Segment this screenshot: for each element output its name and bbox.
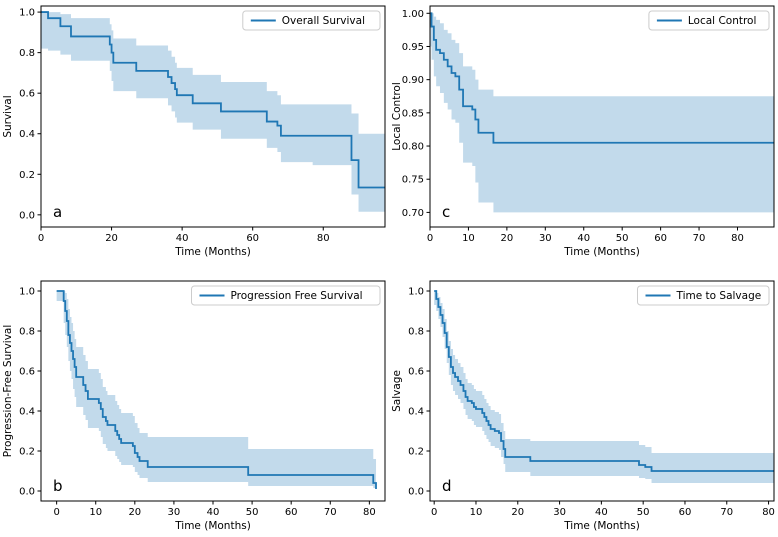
x-axis-label: Time (Months) xyxy=(174,246,251,258)
x-tick-label: 20 xyxy=(105,233,118,244)
y-axis-label: Survival xyxy=(2,95,14,137)
y-tick-label: 0.4 xyxy=(19,407,35,418)
x-tick-label: 70 xyxy=(693,233,706,244)
y-tick-label: 0.8 xyxy=(19,48,35,59)
x-tick-label: 70 xyxy=(720,507,733,518)
x-tick-label: 60 xyxy=(654,233,667,244)
y-tick-label: 0.0 xyxy=(408,487,424,498)
x-tick-label: 60 xyxy=(285,507,298,518)
confidence-band xyxy=(56,291,377,491)
legend-label: Overall Survival xyxy=(282,15,365,27)
y-axis-label: Local Control xyxy=(391,82,403,151)
panel-b-chart: 0 10 20 30 40 50 60 70 80 0.0 0.2 0.4 0.6 0.8 1.0 Time … xyxy=(2,280,386,532)
x-tick-label: 80 xyxy=(363,507,376,518)
x-tick-label: 10 xyxy=(462,233,475,244)
x-tick-label: 40 xyxy=(595,507,608,518)
x-tick-label: 40 xyxy=(176,233,189,244)
y-tick-label: 0.75 xyxy=(402,175,424,186)
x-tick-label: 40 xyxy=(577,233,590,244)
legend-label: Progression Free Survival xyxy=(231,290,363,302)
x-axis-label: Time (Months) xyxy=(174,520,251,532)
y-tick-label: 0.85 xyxy=(402,108,424,119)
survival-curve xyxy=(434,290,774,472)
y-tick-label: 0.2 xyxy=(19,447,35,458)
y-tick-label: 0.70 xyxy=(402,208,424,219)
y-tick-label: 0.6 xyxy=(19,367,35,378)
x-tick-label: 80 xyxy=(762,507,775,518)
confidence-band xyxy=(434,291,774,483)
y-tick-label: 1.0 xyxy=(408,287,424,298)
panel-b: 0 10 20 30 40 50 60 70 80 0.0 0.2 0.4 0.6 0.8 1.0 Time … xyxy=(0,268,389,537)
panel-d-chart: 0 10 20 30 40 50 60 70 80 0.0 0.2 0.4 0.6 0.8 1.0 Time … xyxy=(391,280,775,532)
x-tick-label: 40 xyxy=(207,507,220,518)
x-tick-label: 60 xyxy=(679,507,692,518)
x-axis-label: Time (Months) xyxy=(563,520,640,532)
axes-spines xyxy=(429,5,775,228)
y-tick-label: 1.0 xyxy=(19,287,35,298)
x-tick-label: 50 xyxy=(637,507,650,518)
survival-curve xyxy=(56,290,377,489)
confidence-band xyxy=(430,13,774,213)
legend-box xyxy=(242,10,381,31)
panel-letter: d xyxy=(442,477,452,495)
y-tick-label: 1.00 xyxy=(402,9,424,20)
x-tick-label: 10 xyxy=(470,507,483,518)
panel-letter: c xyxy=(442,203,450,221)
x-tick-label: 30 xyxy=(168,507,181,518)
x-tick-label: 50 xyxy=(616,233,629,244)
confidence-band xyxy=(41,12,385,212)
panel-a: 0 20 40 60 80 0.0 0.2 0.4 0.6 0.8 1.0 Time (Months)… xyxy=(0,0,389,268)
y-tick-label: 0.4 xyxy=(19,129,35,140)
panel-a-chart: 0 20 40 60 80 0.0 0.2 0.4 0.6 0.8 1.0 Time (Months)… xyxy=(2,5,386,258)
x-tick-label: 80 xyxy=(317,233,330,244)
y-tick-label: 0.2 xyxy=(408,447,424,458)
y-tick-label: 0.8 xyxy=(408,327,424,338)
x-tick-label: 60 xyxy=(246,233,259,244)
y-tick-label: 0.80 xyxy=(402,142,424,153)
y-tick-label: 0.6 xyxy=(19,89,35,100)
panel-c: 0 10 20 30 40 50 60 70 80 0.70 0.75 0.80 0.85 0.90 0.9… xyxy=(389,0,778,268)
panel-letter: a xyxy=(53,203,62,221)
legend-box xyxy=(191,285,381,306)
axes-spines xyxy=(40,5,386,228)
y-tick-label: 0.95 xyxy=(402,42,424,53)
panel-c-chart: 0 10 20 30 40 50 60 70 80 0.70 0.75 0.80 0.85 0.90 0.9… xyxy=(391,5,775,258)
y-tick-label: 0.2 xyxy=(19,170,35,181)
y-tick-label: 0.0 xyxy=(19,487,35,498)
x-tick-label: 80 xyxy=(731,233,744,244)
y-axis-label: Progression-Free Survival xyxy=(2,325,14,458)
y-tick-label: 0.0 xyxy=(19,210,35,221)
x-tick-label: 0 xyxy=(431,507,437,518)
x-tick-label: 70 xyxy=(324,507,337,518)
y-tick-label: 1.0 xyxy=(19,8,35,19)
y-axis-label: Salvage xyxy=(391,370,403,412)
x-tick-label: 10 xyxy=(89,507,102,518)
y-tick-label: 0.4 xyxy=(408,407,424,418)
x-tick-label: 0 xyxy=(427,233,433,244)
x-tick-label: 50 xyxy=(246,507,259,518)
survival-curve xyxy=(430,12,774,144)
x-tick-label: 0 xyxy=(38,233,44,244)
y-tick-label: 0.90 xyxy=(402,75,424,86)
x-tick-label: 0 xyxy=(53,507,59,518)
legend-box xyxy=(637,285,770,306)
legend-label: Local Control xyxy=(688,15,757,27)
axes-spines xyxy=(429,280,775,502)
y-tick-label: 0.8 xyxy=(19,327,35,338)
x-tick-label: 20 xyxy=(501,233,514,244)
survival-curve xyxy=(41,11,385,189)
x-tick-label: 30 xyxy=(553,507,566,518)
legend-box xyxy=(648,10,770,31)
x-tick-label: 20 xyxy=(128,507,141,518)
x-tick-label: 30 xyxy=(539,233,552,244)
panel-d: 0 10 20 30 40 50 60 70 80 0.0 0.2 0.4 0.6 0.8 1.0 Time … xyxy=(389,268,778,537)
y-tick-label: 0.6 xyxy=(408,367,424,378)
panel-letter: b xyxy=(53,477,63,495)
legend-label: Time to Salvage xyxy=(676,290,762,302)
x-tick-label: 20 xyxy=(511,507,524,518)
x-axis-label: Time (Months) xyxy=(563,246,640,258)
